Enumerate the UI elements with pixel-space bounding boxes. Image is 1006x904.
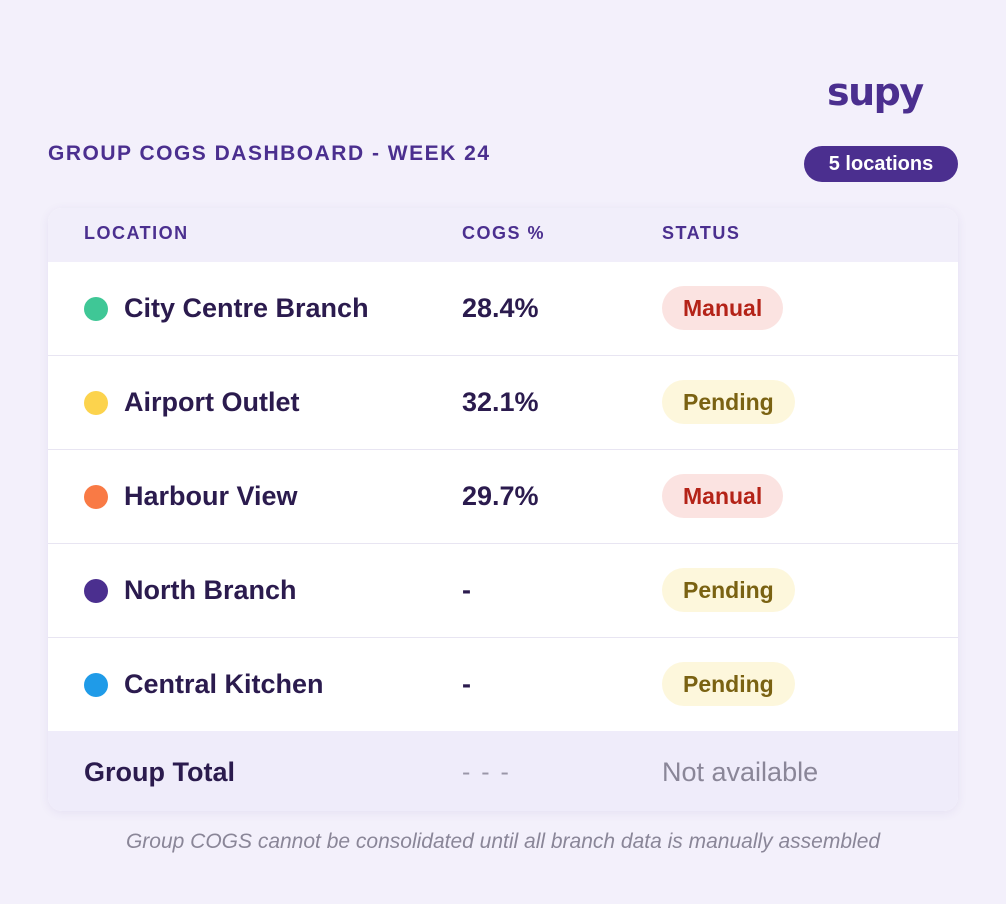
cogs-value: - xyxy=(462,575,471,605)
status-badge: Pending xyxy=(662,662,795,706)
footnote: Group COGS cannot be consolidated until … xyxy=(125,830,881,853)
column-header-location: LOCATION xyxy=(84,223,189,243)
group-total-status: Not available xyxy=(662,757,819,787)
location-count-badge: 5 locations xyxy=(804,146,958,182)
cogs-value: - xyxy=(462,669,471,699)
status-badge: Manual xyxy=(662,286,784,330)
cogs-value: 29.7% xyxy=(462,481,539,511)
column-header-cogs: COGS % xyxy=(462,223,546,243)
location-name: Central Kitchen xyxy=(124,669,324,699)
supy-logo: supy xyxy=(827,70,924,114)
location-color-dot xyxy=(84,485,108,509)
cogs-value: 28.4% xyxy=(462,293,539,323)
group-total-row: Group Total - - - Not available xyxy=(48,731,958,811)
location-name: Harbour View xyxy=(124,481,298,511)
cogs-value: 32.1% xyxy=(462,387,539,417)
column-header-status: STATUS xyxy=(662,223,741,243)
status-badge: Pending xyxy=(662,568,795,612)
group-total-label: Group Total xyxy=(84,757,235,787)
location-color-dot xyxy=(84,391,108,415)
cogs-table: LOCATION COGS % STATUS City Centre Branc… xyxy=(48,208,958,811)
status-badge: Pending xyxy=(662,380,795,424)
table-header: LOCATION COGS % STATUS xyxy=(48,208,958,262)
location-name: City Centre Branch xyxy=(124,293,369,323)
location-name: North Branch xyxy=(124,575,297,605)
table-row[interactable]: Central Kitchen - Pending xyxy=(48,638,958,732)
location-name: Airport Outlet xyxy=(124,387,300,417)
location-color-dot xyxy=(84,579,108,603)
group-total-cogs: - - - xyxy=(462,758,511,786)
table-row[interactable]: Airport Outlet 32.1% Pending xyxy=(48,356,958,450)
table-row[interactable]: Harbour View 29.7% Manual xyxy=(48,450,958,544)
location-color-dot xyxy=(84,297,108,321)
page-title: GROUP COGS DASHBOARD - WEEK 24 xyxy=(48,142,491,165)
status-badge: Manual xyxy=(662,474,784,518)
table-row[interactable]: North Branch - Pending xyxy=(48,544,958,638)
table-row[interactable]: City Centre Branch 28.4% Manual xyxy=(48,262,958,356)
location-color-dot xyxy=(84,673,108,697)
